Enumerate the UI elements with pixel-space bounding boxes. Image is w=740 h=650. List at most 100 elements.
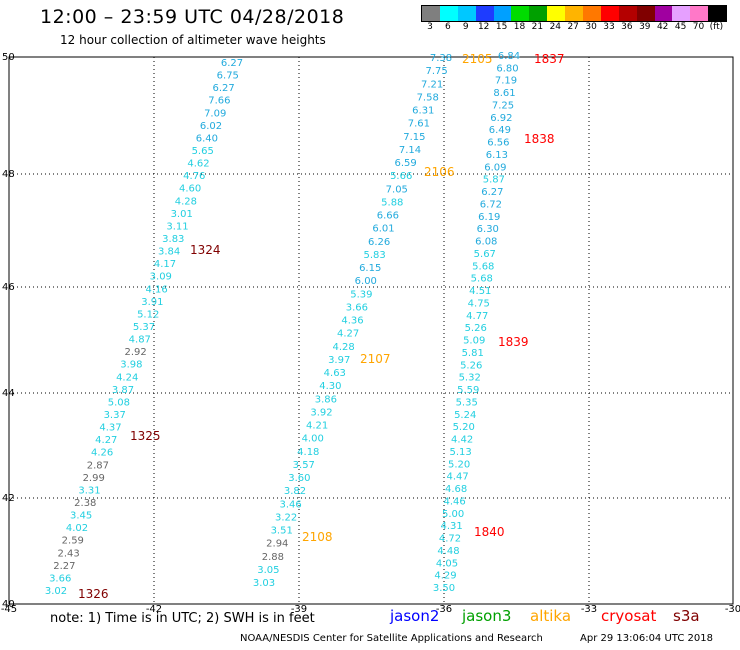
swh-value: 4.28: [175, 196, 197, 207]
swh-value: 6.30: [477, 224, 499, 235]
legend-cryosat: cryosat: [601, 607, 657, 625]
color-swatch: [565, 6, 584, 21]
swh-value: 6.27: [221, 58, 243, 69]
swh-value: 6.27: [212, 83, 234, 94]
swh-value: 3.83: [162, 234, 184, 245]
swh-value: 5.88: [381, 197, 403, 208]
swh-value: 5.13: [449, 447, 471, 458]
swh-value: 6.72: [480, 200, 502, 211]
swh-value: 6.02: [200, 121, 222, 132]
color-scale-tick: 15: [495, 22, 508, 32]
swh-value: 5.12: [137, 309, 159, 320]
legend-s3a: s3a: [673, 607, 700, 625]
lon-label: -33: [581, 604, 597, 615]
swh-value: 5.26: [460, 360, 482, 371]
altimeter-tracks: 6.276.756.277.667.096.026.405.654.624.76…: [45, 51, 520, 597]
swh-value: 2.87: [87, 460, 109, 471]
swh-value: 7.58: [417, 92, 439, 103]
swh-value: 3.45: [70, 511, 92, 522]
color-swatch: [529, 6, 548, 21]
swh-value: 6.08: [475, 237, 497, 248]
swh-value: 4.29: [434, 571, 456, 582]
color-swatch: [547, 6, 566, 21]
swh-value: 5.26: [465, 323, 487, 334]
swh-value: 6.92: [490, 113, 512, 124]
swh-value: 2.27: [53, 561, 75, 572]
swh-value: 2.99: [83, 473, 105, 484]
swh-value: 7.15: [403, 132, 425, 143]
pass-label: 1326: [78, 587, 109, 601]
swh-value: 4.51: [469, 286, 491, 297]
swh-value: 7.09: [204, 108, 226, 119]
color-scale-tick: 18: [513, 22, 526, 32]
color-swatch: [618, 6, 637, 21]
lat-label: 44: [2, 388, 15, 399]
swh-value: 8.61: [493, 88, 515, 99]
swh-value: 4.47: [446, 472, 468, 483]
lon-label: -39: [291, 604, 307, 615]
color-scale-tick: 3: [427, 22, 433, 32]
footer-note: note: 1) Time is in UTC; 2) SWH is in fe…: [50, 611, 315, 626]
swh-value: 4.18: [297, 447, 319, 458]
swh-value: 7.75: [425, 66, 447, 77]
color-swatch: [583, 6, 601, 21]
lon-label: -42: [146, 604, 162, 615]
swh-value: 3.66: [49, 573, 71, 584]
swh-value: 7.05: [386, 184, 408, 195]
swh-value: 3.31: [78, 485, 100, 496]
legend-jason3: jason3: [462, 607, 512, 625]
pass-label: 2106: [424, 165, 455, 179]
swh-value: 3.91: [141, 297, 163, 308]
swh-value: 6.84: [498, 51, 520, 62]
swh-value: 5.68: [472, 261, 494, 272]
color-scale-tick: 12: [477, 22, 490, 32]
swh-value: 4.21: [306, 421, 328, 432]
color-scale-tick: 30: [585, 22, 597, 32]
swh-value: 4.28: [332, 342, 354, 353]
map-subtitle: 12 hour collection of altimeter wave hei…: [60, 33, 326, 47]
swh-value: 2.92: [124, 347, 146, 358]
map-frame: [8, 56, 734, 605]
color-swatch: [422, 6, 440, 21]
swh-value: 5.24: [454, 410, 476, 421]
swh-value: 3.60: [288, 473, 310, 484]
swh-value: 5.39: [350, 289, 372, 300]
swh-value: 6.56: [487, 138, 509, 149]
swh-value: 5.81: [462, 348, 484, 359]
swh-value: 3.11: [166, 221, 188, 232]
color-scale-tick: 9: [462, 22, 469, 32]
color-scale-tick: 27: [567, 22, 579, 32]
swh-value: 7.21: [421, 79, 443, 90]
map-axis-labels: 50 48 46 44 42 40-45 -42 -39 -36 -33 -30: [1, 52, 740, 615]
color-scale-tick: 6: [445, 22, 451, 32]
swh-value: 3.86: [315, 394, 337, 405]
swh-value: 6.49: [489, 125, 511, 136]
swh-value: 4.00: [302, 434, 324, 445]
lat-label: 50: [2, 52, 15, 63]
pass-label: 1837: [534, 52, 565, 66]
legend-jason2: jason2: [390, 607, 440, 625]
color-swatch: [672, 6, 691, 21]
lon-label: -30: [725, 604, 740, 615]
pass-label: 1325: [130, 429, 161, 443]
swh-value: 5.68: [471, 274, 493, 285]
swh-value: 5.08: [108, 397, 130, 408]
swh-value: 6.26: [368, 237, 390, 248]
swh-value: 6.19: [478, 212, 500, 223]
color-scale-labels: 3 6 9 12 15 18 21 24 27 30 33 36 39 42 45 70 (ft): [421, 22, 740, 34]
swh-value: 4.72: [439, 534, 461, 545]
swh-value: 3.05: [257, 565, 279, 576]
swh-value: 3.87: [112, 385, 134, 396]
swh-value: 5.00: [442, 509, 464, 520]
map-title: 12:00 – 23:59 UTC 04/28/2018: [40, 6, 345, 28]
color-scale-tick: 24: [549, 22, 562, 32]
swh-value: 4.30: [319, 381, 341, 392]
swh-value: 5.83: [363, 250, 385, 261]
swh-value: 3.37: [104, 410, 126, 421]
color-swatch: [493, 6, 512, 21]
swh-value: 4.17: [154, 259, 176, 270]
swh-value: 4.63: [324, 368, 346, 379]
generated-timestamp: Apr 29 13:06:04 UTC 2018: [580, 633, 713, 644]
swh-value: 3.82: [284, 486, 306, 497]
swh-value: 4.62: [187, 159, 209, 170]
